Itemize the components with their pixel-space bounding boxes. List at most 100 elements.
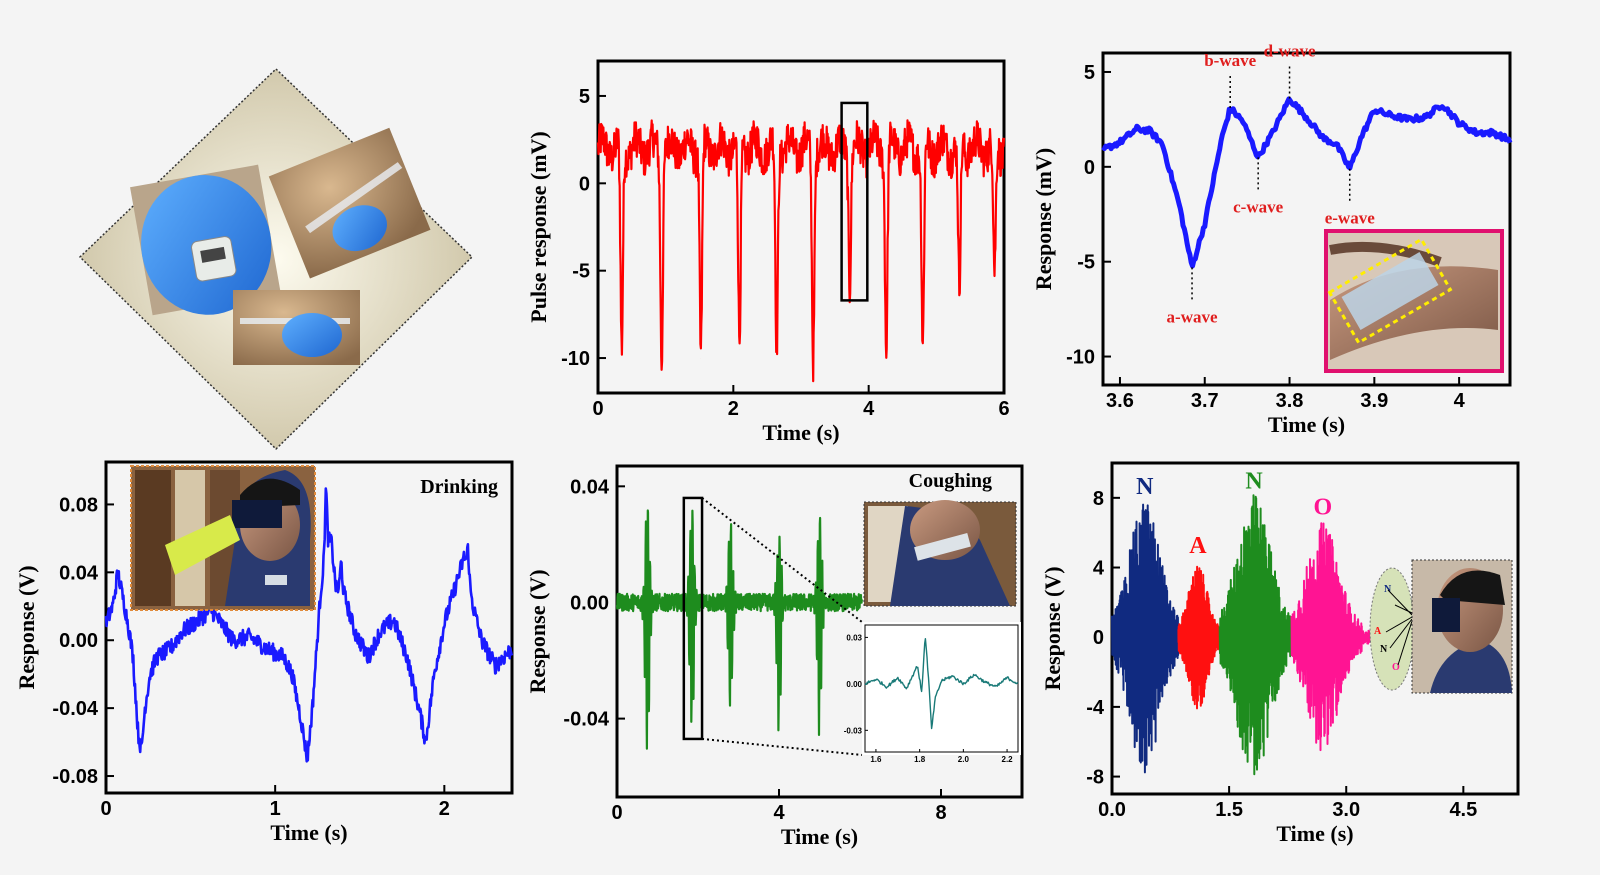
x-axis-label: Time (s) bbox=[1268, 412, 1345, 437]
inset-frame bbox=[864, 624, 1019, 753]
coughing-inset-chart: 1.6 1.8 2.0 2.2 0.03 0.00 -0.03 bbox=[844, 622, 1021, 764]
x-axis: 0 4 8 bbox=[611, 789, 947, 824]
y-tick-label: 0.00 bbox=[59, 630, 98, 652]
speech-segment-line bbox=[1290, 522, 1363, 752]
y-tick-label: -10 bbox=[1066, 347, 1095, 369]
y-tick-label: -0.04 bbox=[52, 698, 98, 720]
x-tick-label: 1.5 bbox=[1215, 799, 1243, 821]
x-axis: 3.6 3.7 3.8 3.9 4 bbox=[1106, 377, 1466, 412]
x-axis: 0 2 4 6 bbox=[592, 385, 1010, 420]
mini-label-n1: N bbox=[1384, 584, 1392, 595]
x-tick-label: 0.0 bbox=[1098, 799, 1126, 821]
plot-frame bbox=[104, 460, 514, 795]
inset-x-tick-label: 2.2 bbox=[1002, 755, 1014, 764]
photo-strip-horizontal bbox=[233, 290, 360, 365]
y-tick-label: 0 bbox=[1084, 157, 1095, 179]
y-tick-label: 0.08 bbox=[59, 494, 98, 516]
plot-frame bbox=[1101, 51, 1512, 387]
y-axis-label: Response (V) bbox=[14, 565, 39, 689]
inset-x-tick-label: 1.8 bbox=[914, 755, 926, 764]
zoom-connector bbox=[701, 497, 863, 623]
y-tick-label: -5 bbox=[1077, 252, 1095, 274]
segment-label: O bbox=[1313, 495, 1332, 521]
y-tick-label: 8 bbox=[1093, 488, 1104, 510]
highlight-box bbox=[682, 496, 704, 741]
coughing-chart: 0 4 8 0.04 0.00 -0.04 Time (s) Response (V) Coug… bbox=[525, 464, 1024, 849]
y-tick-label: -0.04 bbox=[563, 709, 609, 731]
inset-y-tick-label: -0.03 bbox=[844, 726, 863, 735]
x-tick-label: 4.5 bbox=[1449, 799, 1477, 821]
inset-y-tick-label: 0.00 bbox=[846, 680, 862, 689]
y-axis-label: Response (V) bbox=[1040, 566, 1065, 690]
speech-chart: 0.0 1.5 3.0 4.5 8 4 0 -4 -8 Time (s) Response (V) N… bbox=[1040, 461, 1520, 846]
pulse-series-line bbox=[596, 119, 1006, 383]
y-tick-label: 0 bbox=[579, 173, 590, 195]
y-tick-label: 5 bbox=[1084, 62, 1095, 84]
plot-frame bbox=[615, 464, 1024, 799]
x-axis-label: Time (s) bbox=[762, 420, 839, 445]
x-tick-label: 4 bbox=[1454, 390, 1466, 412]
wave-detail-chart: 3.6 3.7 3.8 3.9 4 5 0 -5 -10 Time (s) Response (mV… bbox=[1031, 42, 1513, 437]
y-axis: 0.08 0.04 0.00 -0.04 -0.08 bbox=[52, 494, 114, 788]
speech-segment-line bbox=[1218, 494, 1293, 776]
inset-x-tick-label: 1.6 bbox=[870, 755, 882, 764]
y-tick-label: -10 bbox=[561, 348, 590, 370]
x-tick-label: 3.8 bbox=[1276, 390, 1304, 412]
annotation-label: c-wave bbox=[1233, 197, 1283, 216]
speech-segment-line bbox=[1111, 503, 1180, 774]
highlight-box bbox=[840, 101, 869, 302]
photo-drinking-person bbox=[130, 465, 316, 611]
x-tick-label: 0 bbox=[100, 798, 111, 820]
mini-label-n2: N bbox=[1380, 644, 1388, 655]
segment-label: N bbox=[1136, 474, 1154, 500]
wave-annotation: a-wave bbox=[1167, 267, 1218, 326]
y-tick-label: -8 bbox=[1086, 767, 1104, 789]
mini-label-o: O bbox=[1392, 662, 1400, 673]
x-axis: 0.0 1.5 3.0 4.5 bbox=[1098, 786, 1477, 821]
y-axis-label: Pulse response (mV) bbox=[526, 131, 551, 322]
x-axis-label: Time (s) bbox=[1276, 821, 1353, 846]
y-tick-label: 0.04 bbox=[570, 476, 610, 498]
photo-strip-hand bbox=[268, 127, 431, 279]
y-tick-label: 0.04 bbox=[59, 562, 99, 584]
chart-title: Drinking bbox=[420, 476, 498, 498]
y-tick-label: 5 bbox=[579, 86, 590, 108]
x-tick-label: 3.7 bbox=[1191, 390, 1219, 412]
photo-speaking-person: N A N O bbox=[1369, 559, 1513, 694]
y-tick-label: -4 bbox=[1086, 697, 1105, 719]
y-tick-label: 0 bbox=[1093, 627, 1104, 649]
annotation-label: e-wave bbox=[1325, 209, 1375, 228]
inset-y-tick-label: 0.03 bbox=[846, 633, 862, 642]
mini-label-a: A bbox=[1374, 626, 1382, 637]
wave-annotation: e-wave bbox=[1325, 168, 1375, 228]
inset-series-line bbox=[864, 638, 1019, 730]
x-tick-label: 3.9 bbox=[1360, 390, 1388, 412]
segment-label: N bbox=[1245, 469, 1263, 495]
speech-segment-line bbox=[1177, 565, 1221, 710]
x-axis: 0 1 2 bbox=[100, 785, 450, 820]
y-axis: 0.04 0.00 -0.04 bbox=[563, 476, 625, 731]
plot-frame bbox=[596, 59, 1006, 395]
chart-title: Coughing bbox=[909, 470, 992, 492]
wave-annotation: d-wave bbox=[1264, 42, 1316, 99]
y-tick-label: 4 bbox=[1093, 558, 1105, 580]
zoom-connector bbox=[701, 737, 863, 756]
wave-annotation: c-wave bbox=[1233, 157, 1284, 216]
y-tick-label: -0.08 bbox=[52, 766, 98, 788]
photo-mask-sensor bbox=[130, 164, 281, 316]
x-axis-label: Time (s) bbox=[270, 820, 347, 845]
x-tick-label: 2 bbox=[728, 398, 739, 420]
x-tick-label: 4 bbox=[863, 398, 875, 420]
pulse-response-chart: 0 2 4 6 5 0 -5 -10 Time (s) Pulse response (mV) bbox=[526, 59, 1010, 445]
x-tick-label: 0 bbox=[592, 398, 603, 420]
x-tick-label: 6 bbox=[998, 398, 1009, 420]
x-tick-label: 2 bbox=[439, 798, 450, 820]
y-axis: 5 0 -5 -10 bbox=[561, 86, 606, 370]
y-axis: 8 4 0 -4 -8 bbox=[1086, 488, 1120, 789]
drinking-chart: 0 1 2 0.08 0.04 0.00 -0.04 -0.08 Time (s) Respons… bbox=[14, 460, 514, 845]
x-tick-label: 8 bbox=[935, 802, 946, 824]
wave-series-line bbox=[1101, 96, 1513, 269]
speech-tail-line bbox=[1360, 629, 1371, 645]
y-axis: 5 0 -5 -10 bbox=[1066, 62, 1111, 369]
